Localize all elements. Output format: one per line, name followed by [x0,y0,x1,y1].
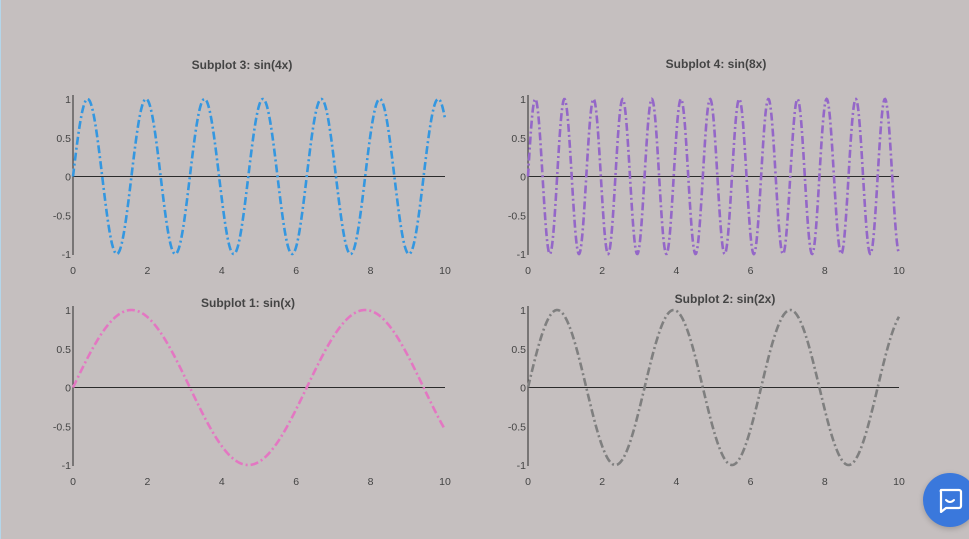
x-tick-label: 0 [70,476,76,488]
subplot-3: Subplot 1: sin(x) 1 0.5 0 -0.5 -1 0 2 4 6 8 10 [53,296,451,488]
x-tick-label: 0 [525,476,531,488]
y-tick-label: 1 [65,94,71,106]
x-tick-label: 4 [673,476,679,488]
y-tick-label: 0 [520,172,526,184]
x-tick-label: 0 [525,265,531,277]
chart-title: Subplot 1: sin(x) [201,296,295,310]
series-line [71,308,447,467]
x-tick-label: 8 [368,265,374,277]
x-tick-label: 0 [70,265,76,277]
series-line [71,97,447,256]
y-tick-label: -1 [62,249,71,261]
x-tick-label: 10 [893,265,905,277]
y-tick-label: -1 [517,249,526,261]
x-tick-label: 10 [439,476,451,488]
x-tick-label: 4 [219,265,225,277]
chart-title: Subplot 2: sin(2x) [675,292,776,306]
chart-title: Subplot 3: sin(4x) [192,58,293,72]
y-tick-label: -0.5 [508,421,526,433]
subplot-1: Subplot 3: sin(4x) 1 0.5 0 -0.5 -1 0 2 4 6 8 10 [53,58,451,277]
chat-bubble-icon [939,488,963,513]
x-tick-label: 8 [822,265,828,277]
y-tick-label: -0.5 [508,210,526,222]
y-tick-label: -0.5 [53,210,71,222]
y-tick-label: 0 [520,383,526,395]
y-tick-label: 0.5 [56,133,71,145]
y-tick-label: -1 [62,460,71,472]
x-tick-label: 2 [144,265,150,277]
x-tick-label: 2 [599,476,605,488]
series-line [526,308,901,467]
y-tick-label: 1 [65,305,71,317]
page-left-border [0,0,1,539]
subplot-2: Subplot 4: sin(8x) 1 0.5 0 -0.5 -1 0 2 4 6 8 10 [508,57,905,277]
x-tick-label: 10 [439,265,451,277]
x-tick-label: 8 [822,476,828,488]
x-tick-label: 6 [293,265,299,277]
y-tick-label: -0.5 [53,421,71,433]
y-tick-label: 0 [65,383,71,395]
subplot-4: Subplot 2: sin(2x) 1 0.5 0 -0.5 -1 0 2 4 6 8 10 [508,292,905,488]
x-tick-label: 10 [893,476,905,488]
chart-title: Subplot 4: sin(8x) [666,57,767,71]
x-tick-label: 8 [368,476,374,488]
y-tick-label: 0.5 [511,133,526,145]
x-tick-label: 4 [673,265,679,277]
x-tick-label: 4 [219,476,225,488]
y-tick-label: 0.5 [511,344,526,356]
x-tick-label: 6 [748,265,754,277]
y-tick-label: 0 [65,172,71,184]
y-tick-label: 1 [520,305,526,317]
x-tick-label: 6 [748,476,754,488]
y-tick-label: -1 [517,460,526,472]
x-tick-label: 6 [293,476,299,488]
chat-launcher-button[interactable] [923,473,969,527]
x-tick-label: 2 [144,476,150,488]
series-line [526,97,901,256]
y-tick-label: 0.5 [56,344,71,356]
x-tick-label: 2 [599,265,605,277]
y-tick-label: 1 [520,94,526,106]
